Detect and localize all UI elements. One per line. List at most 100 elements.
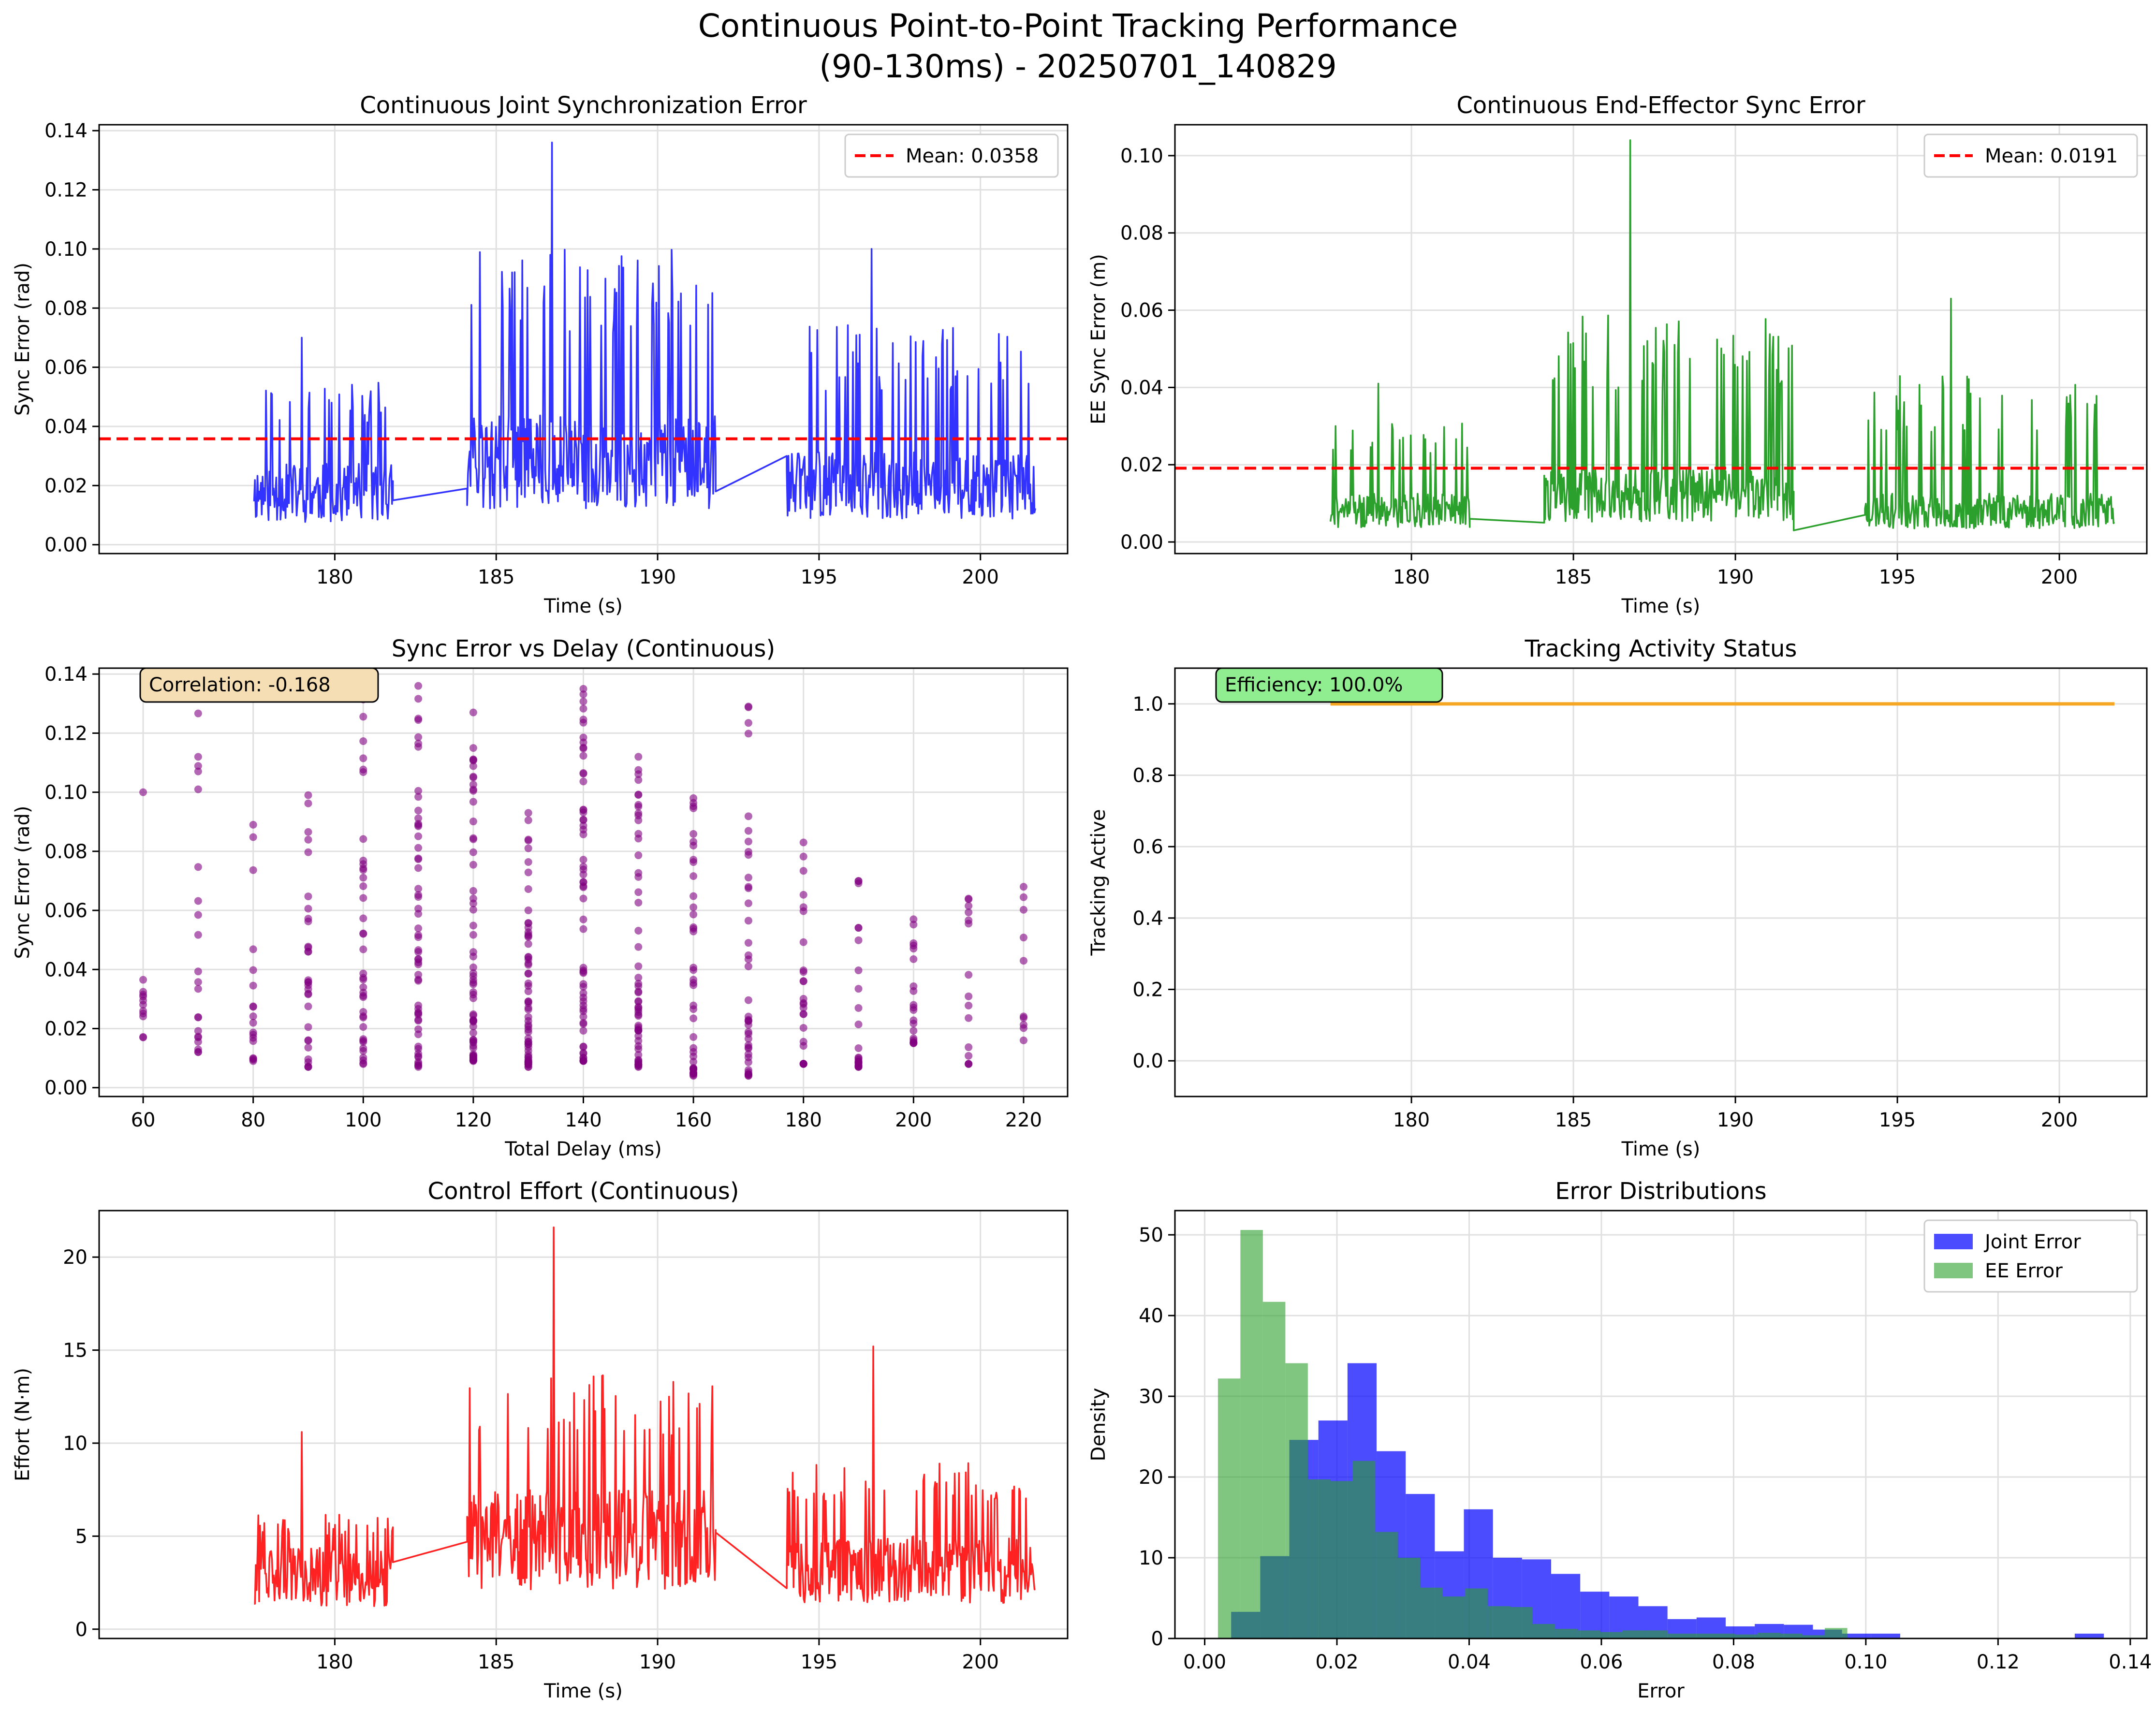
- scatter-point: [854, 966, 863, 975]
- scatter-point: [249, 966, 257, 974]
- axes-frame: [98, 1210, 1069, 1639]
- ee-hist-bar: [1555, 1628, 1578, 1638]
- scatter-point: [799, 1042, 807, 1050]
- x-axis-label: Time (s): [543, 1680, 623, 1702]
- x-tick-label: 220: [1005, 1109, 1042, 1131]
- y-axis-label: Tracking Active: [1087, 809, 1110, 956]
- scatter-point: [854, 1044, 863, 1053]
- scatter-point: [194, 911, 202, 919]
- scatter-point: [909, 915, 918, 923]
- panel-title: Error Distributions: [1555, 1178, 1766, 1205]
- scatter-point: [579, 816, 587, 824]
- scatter-point: [469, 848, 477, 856]
- scatter-point: [1019, 1014, 1027, 1022]
- x-axis-label: Time (s): [543, 595, 623, 617]
- scatter-point: [744, 996, 752, 1004]
- x-tick-label: 200: [962, 1651, 999, 1673]
- scatter-point: [304, 1037, 312, 1045]
- y-tick-label: 0.4: [1132, 907, 1163, 930]
- y-tick-label: 0.12: [44, 179, 88, 202]
- scatter-point: [579, 704, 587, 713]
- y-tick-label: 20: [1139, 1466, 1163, 1489]
- ee-error-line: [1329, 139, 2115, 531]
- scatter-point: [304, 990, 312, 998]
- scatter-point: [304, 791, 312, 799]
- x-tick-label: 160: [675, 1109, 712, 1131]
- scatter-point: [689, 837, 698, 846]
- scatter-point: [469, 774, 477, 782]
- ee-hist-bar: [1780, 1633, 1803, 1638]
- x-tick-label: 185: [1555, 1109, 1592, 1131]
- scatter-point: [744, 827, 752, 835]
- y-axis-label: Effort (N·m): [12, 1368, 34, 1481]
- scatter-point: [524, 1053, 532, 1062]
- scatter-point: [359, 866, 367, 874]
- scatter-point: [359, 754, 367, 762]
- scatter-point: [359, 860, 367, 868]
- axes-frame: [1174, 1210, 2148, 1639]
- panel-joint-sync: Mean: 0.0358 180 185 190 195 200 0.00 0.02 0.04 0…: [12, 92, 1069, 617]
- scatter-point: [194, 709, 202, 717]
- scatter-point: [524, 987, 532, 995]
- scatter-point: [249, 1037, 257, 1045]
- scatter-point: [744, 917, 752, 925]
- y-tick-label: 0.02: [1120, 454, 1163, 476]
- scatter-point: [799, 1060, 807, 1068]
- scatter-point: [744, 1030, 752, 1038]
- scatter-point: [799, 938, 807, 946]
- x-tick-label: 0.12: [1977, 1651, 2020, 1673]
- scatter-point: [359, 713, 367, 721]
- scatter-point: [579, 1019, 587, 1027]
- scatter-point: [854, 924, 863, 932]
- y-tick-label: 0: [75, 1619, 88, 1641]
- scatter-point: [579, 968, 587, 976]
- scatter-point: [139, 788, 147, 796]
- scatter-point: [194, 1027, 202, 1035]
- scatter-point: [744, 730, 752, 738]
- legend-swatch: [1934, 1234, 1973, 1249]
- scatter-point: [909, 1027, 918, 1035]
- axes-frame: [1174, 124, 2148, 555]
- scatter-point: [689, 858, 698, 866]
- scatter-point: [359, 983, 367, 992]
- scatter-point: [414, 716, 423, 724]
- scatter-point: [909, 939, 918, 947]
- scatter-point: [304, 799, 312, 807]
- scatter-point: [524, 868, 532, 877]
- scatter-point: [414, 739, 423, 747]
- y-tick-label: 0.00: [44, 534, 88, 556]
- y-tick-label: 1.0: [1132, 693, 1163, 716]
- scatter-point: [965, 1043, 973, 1052]
- panel-sync-vs-delay: Correlation: -0.168 60 80 100 120 140 160 180 20…: [12, 635, 1069, 1160]
- scatter-point: [194, 967, 202, 976]
- legend-box: [1923, 133, 2138, 178]
- plot-area: Correlation: -0.168: [139, 667, 1027, 1080]
- scatter-point: [469, 887, 477, 895]
- scatter-point: [799, 968, 807, 976]
- scatter-point: [359, 1053, 367, 1062]
- scatter-point: [634, 988, 643, 996]
- ee-hist-bar: [1307, 1479, 1331, 1638]
- scatter-point: [965, 895, 973, 904]
- scatter-point: [249, 945, 257, 953]
- panel-title: Continuous Joint Synchronization Error: [360, 92, 807, 119]
- y-tick-label: 0.04: [44, 416, 88, 438]
- ee-hist-bar: [1825, 1628, 1848, 1638]
- scatter-point: [414, 864, 423, 872]
- scatter-point: [854, 1004, 863, 1012]
- scatter-point: [304, 1002, 312, 1010]
- ee-hist-bar: [1532, 1623, 1555, 1638]
- legend-box: [844, 133, 1059, 178]
- panel-title: Sync Error vs Delay (Continuous): [392, 635, 775, 662]
- scatter-point: [965, 971, 973, 979]
- scatter-point: [469, 756, 477, 764]
- scatter-point: [579, 856, 587, 864]
- scatter-point: [634, 766, 643, 774]
- scatter-point: [414, 1060, 423, 1068]
- scatter-point: [414, 1052, 423, 1060]
- y-tick-label: 20: [63, 1246, 88, 1269]
- x-axis-label: Time (s): [1621, 1138, 1701, 1160]
- scatter-point: [359, 930, 367, 938]
- scatter-point: [744, 1058, 752, 1066]
- scatter-point: [1019, 893, 1027, 901]
